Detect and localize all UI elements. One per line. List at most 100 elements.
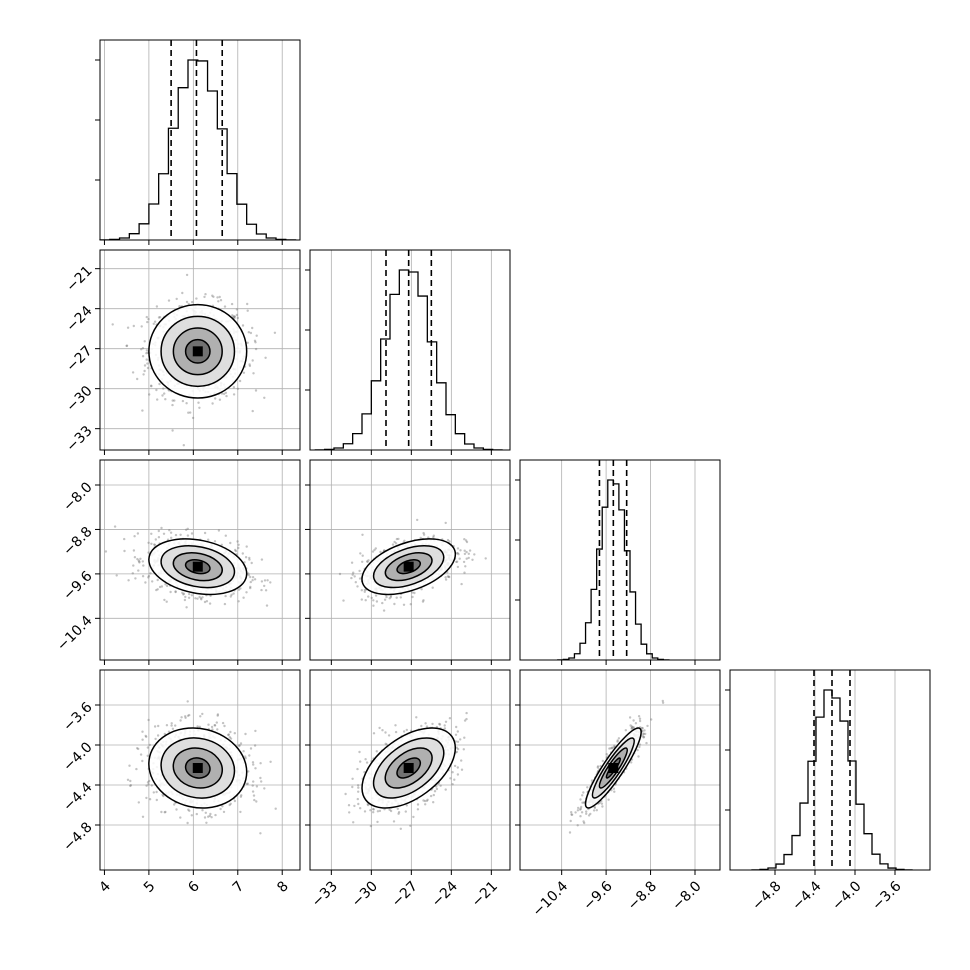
scatter-point [238, 379, 242, 383]
scatter-point [354, 581, 357, 584]
scatter-point [217, 529, 221, 532]
scatter-point [253, 578, 257, 581]
scatter-point [148, 798, 152, 801]
scatter-point [203, 295, 206, 299]
scatter-point [460, 759, 463, 762]
scatter-point [253, 744, 257, 747]
scatter-point [254, 767, 257, 770]
scatter-point [199, 715, 202, 718]
scatter-point [184, 716, 187, 719]
scatter-point [170, 724, 173, 727]
scatter-point [351, 777, 354, 780]
panel-0-0 [95, 39, 301, 245]
scatter-point [209, 812, 212, 816]
scatter-point [411, 595, 414, 599]
histogram-step [99, 59, 297, 241]
scatter-point [255, 785, 259, 788]
scatter-point [364, 599, 367, 602]
scatter-point [148, 393, 151, 396]
scatter-point [129, 779, 132, 783]
x-tick-label: 8 [274, 878, 292, 896]
scatter-point [146, 781, 150, 784]
scatter-point [249, 586, 252, 590]
scatter-point [252, 763, 255, 766]
scatter-point [132, 324, 135, 328]
scatter-point [361, 560, 364, 563]
scatter-point [365, 761, 369, 764]
scatter-point [420, 724, 423, 728]
scatter-point [254, 341, 257, 344]
scatter-point [201, 596, 204, 599]
scatter-point [464, 539, 468, 542]
scatter-point [126, 778, 130, 781]
scatter-point [351, 573, 354, 576]
scatter-point [344, 792, 347, 796]
scatter-point [198, 406, 201, 409]
scatter-point [236, 540, 239, 543]
scatter-point [145, 784, 148, 787]
density-peak [403, 763, 414, 773]
scatter-point [185, 528, 188, 531]
scatter-point [155, 388, 158, 392]
y-tick-label: −21 [63, 263, 95, 295]
scatter-point [463, 719, 467, 722]
scatter-point [254, 729, 257, 733]
scatter-point [150, 532, 153, 535]
scatter-point [424, 803, 427, 806]
scatter-point [359, 552, 362, 555]
scatter-point [186, 700, 189, 703]
scatter-point [463, 736, 466, 739]
scatter-point [634, 722, 638, 725]
scatter-point [456, 773, 460, 776]
scatter-point [152, 791, 155, 794]
scatter-point [134, 577, 137, 580]
scatter-point [214, 813, 217, 817]
scatter-point [141, 347, 145, 350]
scatter-point [443, 724, 446, 727]
y-tick-label: −4.4 [60, 779, 95, 814]
scatter-point [260, 580, 264, 583]
x-tick-label: −33 [309, 878, 341, 910]
scatter-point [347, 804, 351, 807]
scatter-point [425, 725, 429, 728]
density-peak [192, 763, 203, 773]
scatter-point [188, 592, 191, 596]
scatter-point [169, 531, 173, 534]
scatter-point [456, 565, 460, 569]
scatter-point [246, 341, 249, 344]
scatter-point [207, 723, 210, 726]
scatter-point [219, 807, 222, 811]
scatter-point [148, 743, 151, 747]
scatter-point [143, 364, 147, 367]
y-tick-label: −9.6 [60, 568, 95, 603]
scatter-point [453, 764, 457, 768]
scatter-point [179, 533, 182, 536]
scatter-point [131, 572, 134, 575]
scatter-point [165, 600, 168, 603]
scatter-point [263, 396, 266, 399]
x-tick-label: −21 [469, 878, 501, 910]
scatter-point [446, 575, 450, 578]
scatter-point [178, 305, 181, 308]
panel-3-0: 4 5 6 7 8−4.8−4.4−4.0−3.6 [60, 669, 301, 896]
scatter-point [231, 314, 234, 317]
scatter-point [190, 532, 194, 535]
scatter-point [352, 821, 355, 824]
scatter-point [361, 533, 364, 536]
scatter-point [128, 764, 131, 767]
scatter-point [182, 593, 185, 596]
scatter-point [456, 766, 459, 769]
scatter-point [364, 758, 367, 761]
scatter-point [251, 784, 254, 787]
scatter-point [650, 718, 653, 721]
scatter-point [145, 349, 149, 352]
scatter-point [608, 747, 611, 750]
scatter-point [424, 722, 427, 725]
scatter-point [637, 715, 641, 718]
scatter-point [367, 559, 370, 562]
scatter-point [141, 560, 144, 563]
scatter-point [186, 714, 190, 717]
scatter-point [252, 372, 255, 375]
scatter-point [363, 810, 367, 813]
scatter-point [235, 308, 239, 311]
